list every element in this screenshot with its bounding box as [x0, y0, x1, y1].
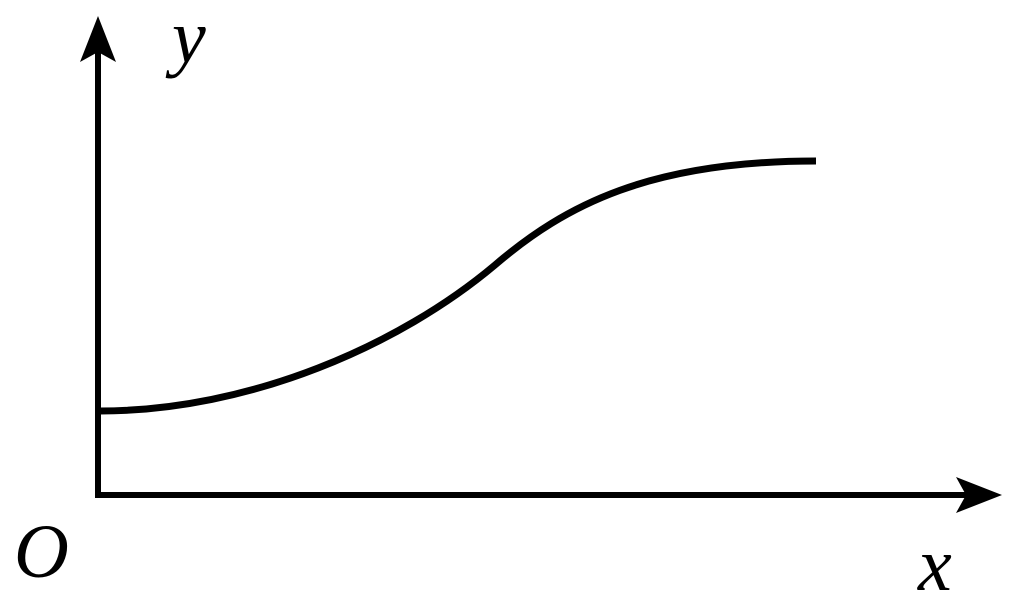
- x-axis-arrow-icon: [956, 477, 1002, 513]
- origin-label: O: [14, 510, 69, 594]
- y-axis-arrow-icon: [80, 16, 116, 62]
- x-axis-label: x: [917, 523, 952, 602]
- curve: [99, 157, 817, 415]
- y-axis-label: y: [165, 0, 206, 79]
